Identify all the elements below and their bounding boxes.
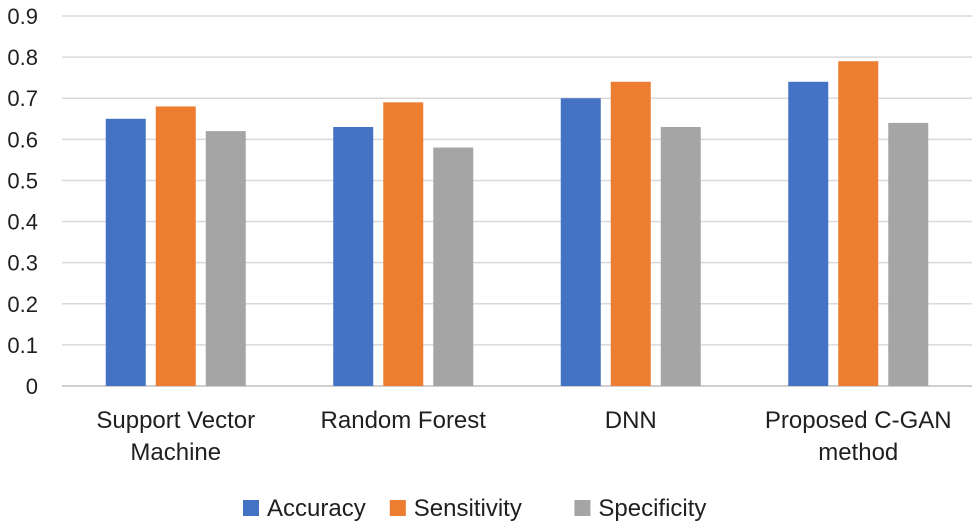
legend-item-accuracy: Accuracy xyxy=(243,495,366,522)
y-tick-label: 0.9 xyxy=(7,4,38,29)
x-axis-categories: Support Vector Machine Random Forest DNN Pro… xyxy=(96,407,951,466)
bar-accuracy-3 xyxy=(560,98,601,386)
y-tick-label: 0.1 xyxy=(7,333,38,358)
bar-sensitivity-4 xyxy=(838,61,879,386)
x-category-label: Random Forest xyxy=(321,407,487,434)
legend-swatch xyxy=(243,500,259,516)
legend-label: Specificity xyxy=(598,495,706,522)
legend-item-specificity: Specificity xyxy=(574,495,706,522)
y-tick-label: 0.3 xyxy=(7,251,38,276)
legend-label: Accuracy xyxy=(267,495,366,522)
bar-specificity-1 xyxy=(205,131,246,386)
legend: Accuracy Sensitivity Specificity xyxy=(243,495,706,522)
y-tick-label: 0 xyxy=(26,374,38,399)
y-tick-label: 0.2 xyxy=(7,292,38,317)
bar-specificity-2 xyxy=(433,147,474,386)
bar-specificity-4 xyxy=(888,122,929,386)
gridlines xyxy=(62,15,972,387)
x-category-label: Proposed C-GAN method xyxy=(765,407,952,466)
legend-item-sensitivity: Sensitivity xyxy=(389,495,522,522)
bar-accuracy-2 xyxy=(333,127,374,386)
x-category-label: DNN xyxy=(605,407,657,434)
y-axis-ticks: 0 0.1 0.2 0.3 0.4 0.5 0.6 0.7 0.8 0.9 xyxy=(7,4,38,399)
bar-sensitivity-3 xyxy=(610,81,651,387)
legend-label: Sensitivity xyxy=(414,495,522,522)
bar-accuracy-4 xyxy=(788,81,829,387)
y-tick-label: 0.4 xyxy=(7,210,38,235)
bars xyxy=(105,61,929,387)
legend-swatch xyxy=(574,500,591,516)
bar-sensitivity-2 xyxy=(383,102,424,386)
y-tick-label: 0.7 xyxy=(7,86,38,111)
bar-accuracy-1 xyxy=(105,118,146,387)
y-tick-label: 0.8 xyxy=(7,45,38,70)
y-tick-label: 0.5 xyxy=(7,168,38,193)
x-category-label: Support Vector Machine xyxy=(96,407,255,466)
bar-specificity-3 xyxy=(660,127,701,386)
legend-swatch xyxy=(389,500,406,516)
bar-sensitivity-1 xyxy=(155,106,196,386)
y-tick-label: 0.6 xyxy=(7,127,38,152)
